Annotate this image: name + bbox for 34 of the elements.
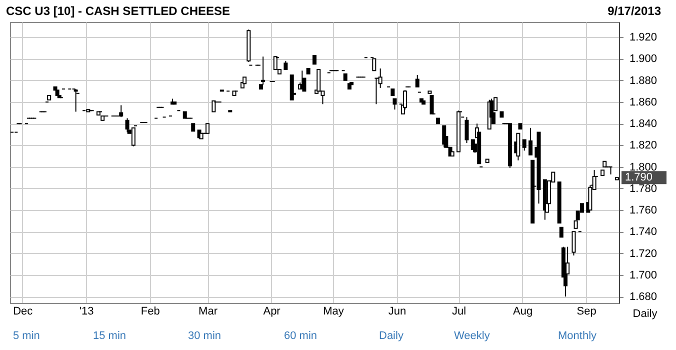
y-tick-label: 1.820 — [630, 140, 658, 152]
y-tick-label: 1.680 — [630, 291, 658, 304]
text: Monthly — [558, 330, 598, 342]
y-tick-label: 1.760 — [630, 204, 658, 217]
x-tick-label: '13 — [79, 306, 94, 318]
text: 15 min — [93, 330, 126, 342]
x-tick-label: Dec — [13, 306, 34, 318]
x-tick-label: Feb — [140, 306, 160, 318]
text: 5 min — [13, 330, 40, 342]
x-tick-label: Mar — [198, 306, 218, 318]
text: 9/17/2013 — [608, 4, 662, 18]
y-tick-label: 1.740 — [630, 226, 658, 238]
x-tick-label: Apr — [263, 306, 281, 318]
x-tick-label: Aug — [513, 306, 533, 318]
y-tick-label: 1.720 — [630, 248, 658, 260]
chart-title: CSC U3 [10] - CASH SETTLED CHEESE — [6, 4, 230, 18]
y-tick-label: 1.840 — [630, 118, 658, 130]
x-tick-label: May — [323, 306, 344, 318]
y-tick-label: 1.780 — [630, 182, 658, 195]
y-tick-label: 1.800 — [630, 161, 658, 174]
x-tick-label: Jul — [452, 306, 466, 318]
text: Daily — [632, 308, 658, 320]
x-tick-label: Sep — [576, 306, 596, 318]
text: 60 min — [284, 330, 318, 342]
text: 30 min — [188, 330, 222, 342]
y-tick-label: 1.880 — [630, 74, 658, 87]
y-tick-label: 1.920 — [630, 32, 658, 44]
annotation: 1.790 — [625, 172, 653, 184]
text: Weekly — [454, 330, 490, 342]
y-tick-label: 1.900 — [630, 53, 658, 66]
y-tick-label: 1.700 — [630, 269, 658, 282]
text: Daily — [379, 330, 404, 342]
x-tick-label: Jun — [388, 306, 406, 318]
y-tick-label: 1.860 — [630, 96, 658, 108]
